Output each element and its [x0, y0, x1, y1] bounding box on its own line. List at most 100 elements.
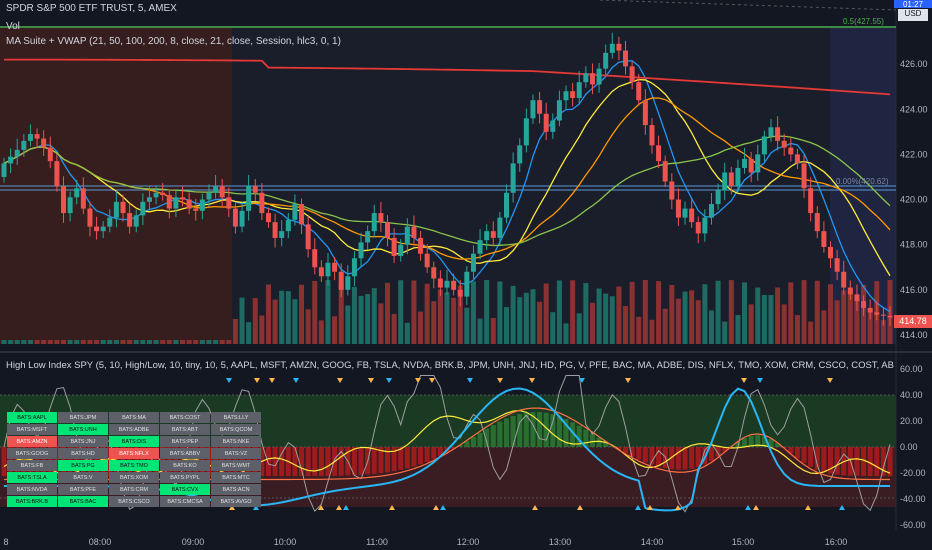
hl-index-label[interactable]: High Low Index SPY (5, 10, High/Low, 10,…	[6, 360, 894, 371]
volume-bar	[477, 318, 483, 344]
candle-body	[841, 271, 847, 288]
osc-tick-label: 0.00	[900, 442, 918, 452]
candle-body	[371, 213, 377, 232]
top-signal-marker	[741, 378, 747, 383]
volume-bar	[841, 290, 847, 344]
histogram-bar	[689, 447, 695, 469]
volume-bar	[391, 313, 397, 344]
bottom-signal-marker	[753, 505, 759, 510]
price-tick-label: 420.00	[900, 195, 928, 205]
signal-markers	[226, 378, 845, 510]
histogram-bar	[642, 447, 648, 463]
top-signal-marker	[368, 378, 374, 383]
volume-bar	[623, 306, 629, 344]
volume-bar	[160, 340, 166, 344]
volume-bar	[543, 283, 549, 344]
table-row: BATS:GOOG BATS:HD BATS:NFLX BATS:ABBV BATS:V…	[7, 448, 261, 459]
table-cell: BATS:MSFT	[7, 424, 57, 435]
volume-bar	[570, 280, 576, 344]
histogram-bar	[338, 447, 344, 476]
bottom-signal-marker	[229, 505, 235, 510]
candle-body	[504, 192, 510, 218]
volume-bar	[1, 340, 7, 344]
volume-bar	[325, 280, 331, 344]
currency-button[interactable]: USD	[898, 9, 928, 21]
volume-bar	[470, 281, 476, 344]
candle-body	[292, 204, 298, 220]
candle-body	[484, 231, 490, 241]
osc-tick-label: -40.00	[900, 494, 926, 504]
volume-bar	[583, 283, 589, 344]
top-signal-marker	[429, 378, 435, 383]
candle-body	[358, 242, 364, 259]
candle-body	[603, 52, 609, 69]
volume-bar	[755, 287, 761, 344]
bottom-signal-marker	[389, 505, 395, 510]
volume-bar	[338, 282, 344, 344]
volume-bar	[378, 303, 384, 344]
volume-bar	[794, 315, 800, 344]
volume-bar	[788, 282, 794, 344]
histogram-bar	[768, 439, 774, 447]
candle-body	[768, 127, 774, 137]
histogram-bar	[371, 447, 377, 474]
candle-body	[570, 91, 576, 98]
bottom-signal-marker	[532, 505, 538, 510]
volume-bar	[371, 288, 377, 344]
volume-bar	[576, 313, 582, 344]
volume-bar	[127, 340, 133, 344]
time-tick-label: 12:00	[457, 537, 480, 547]
candle-body	[100, 226, 106, 232]
histogram-bar	[742, 438, 748, 447]
volume-bar	[206, 340, 212, 344]
table-cell: BATS:GOOG	[7, 448, 57, 459]
candle-body	[510, 163, 516, 193]
volume-bar	[629, 281, 635, 344]
candle-body	[728, 172, 734, 186]
candle-body	[226, 197, 232, 209]
candle-body	[246, 186, 252, 211]
candle-body	[702, 217, 708, 234]
table-cell: BATS:MTC	[211, 472, 261, 483]
table-cell: BATS:PEP	[160, 436, 210, 447]
histogram-bar	[384, 447, 390, 473]
volume-bar	[702, 284, 708, 344]
volume-bars	[1, 280, 893, 344]
histogram-bar	[827, 447, 833, 474]
candle-body	[160, 192, 166, 196]
histogram-bar	[537, 412, 543, 447]
volume-bar	[596, 288, 602, 344]
volume-label[interactable]: Vol	[6, 21, 20, 32]
volume-bar	[636, 316, 642, 344]
histogram-bar	[404, 447, 410, 469]
price-axis-ticks: 426.00 424.00 422.00 420.00 418.00 416.00 414.…	[900, 59, 928, 340]
histogram-bar	[656, 447, 662, 467]
candle-body	[543, 113, 549, 132]
bottom-signal-marker	[675, 505, 681, 510]
top-signal-marker	[386, 378, 392, 383]
moving-average-lines	[3, 58, 891, 313]
volume-bar	[735, 315, 741, 344]
table-cell: BATS:JPM	[58, 412, 108, 423]
volume-bar	[708, 310, 714, 344]
histogram-bar	[351, 447, 357, 476]
candle-body	[669, 181, 675, 200]
candle-body	[642, 100, 648, 126]
volume-bar	[100, 340, 106, 344]
symbol-title[interactable]: SPDR S&P 500 ETF TRUST, 5, AMEX	[6, 3, 177, 14]
volume-bar	[728, 280, 734, 344]
volume-bar	[232, 319, 238, 344]
volume-bar	[649, 319, 655, 344]
histogram-bar	[523, 412, 529, 447]
candle-body	[365, 231, 371, 243]
volume-bar	[563, 323, 569, 344]
table-cell: BATS:PG	[58, 460, 108, 471]
ma-suite-label[interactable]: MA Suite + VWAP (21, 50, 100, 200, 8, cl…	[6, 36, 341, 47]
histogram-bar	[874, 447, 880, 477]
candle-body	[722, 172, 728, 191]
histogram-bar	[675, 447, 681, 470]
table-cell: BATS:NVDA	[7, 484, 57, 495]
candle-body	[378, 213, 384, 223]
osc-tick-label: 40.00	[900, 390, 923, 400]
top-signal-marker	[529, 378, 535, 383]
